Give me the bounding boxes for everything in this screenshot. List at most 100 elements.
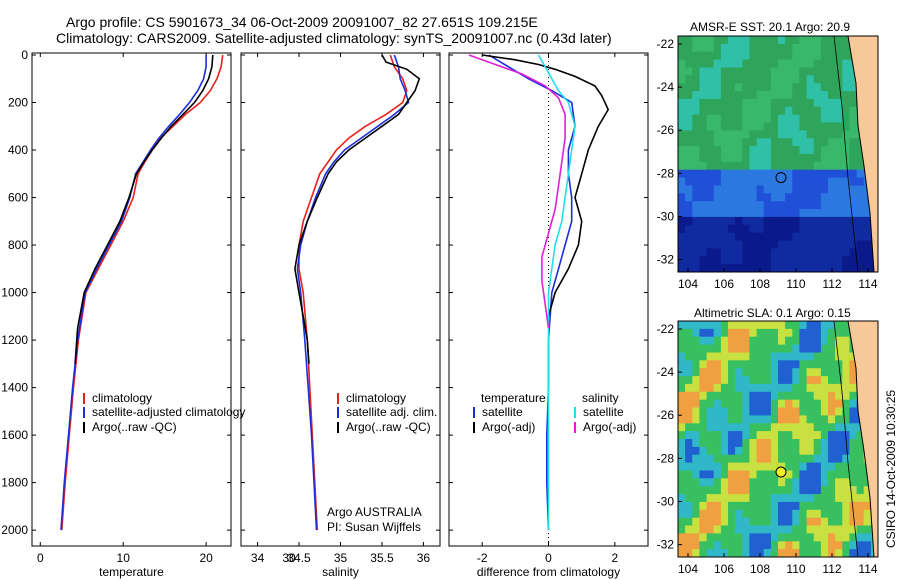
map-y-tick-label: -26 <box>657 408 675 422</box>
map-cell <box>742 185 750 194</box>
map-cell <box>756 533 765 542</box>
map-cell <box>756 169 765 179</box>
map-cell <box>735 399 743 409</box>
map-cell <box>835 494 843 503</box>
map-cell <box>678 525 686 534</box>
map-cell <box>785 91 793 100</box>
map-cell <box>828 533 836 542</box>
map-cell <box>820 470 829 479</box>
map-cell <box>728 154 736 163</box>
map-cell <box>728 391 736 401</box>
map-cell <box>799 59 807 68</box>
map-cell <box>849 407 857 416</box>
map-cell <box>685 368 693 377</box>
map-cell <box>785 138 793 147</box>
map-cell <box>799 360 807 369</box>
map-cell <box>842 83 850 92</box>
map-cell <box>713 154 722 163</box>
map-cell <box>685 446 693 456</box>
map-cell <box>820 91 829 100</box>
map-cell <box>778 517 786 527</box>
map-cell <box>749 83 757 92</box>
map-cell <box>692 415 700 424</box>
map-cell <box>735 446 743 456</box>
map-cell <box>728 122 736 131</box>
legend-label: Argo(-adj) <box>482 420 535 434</box>
legend-label: satellite <box>583 405 624 419</box>
map-cell <box>799 177 807 186</box>
map-cell <box>678 36 686 45</box>
y-tick-label: 1400 <box>1 381 28 395</box>
map-cell <box>699 43 707 53</box>
map-cell <box>849 470 857 479</box>
map-cell <box>770 446 779 456</box>
map-cell <box>792 138 800 147</box>
map-cell <box>763 36 772 45</box>
map-cell <box>813 501 822 511</box>
map-cell <box>778 454 786 464</box>
map-cell <box>799 525 807 534</box>
map-cell <box>735 549 743 558</box>
map-cell <box>785 114 793 124</box>
map-cell <box>720 407 729 416</box>
map-cell <box>842 321 850 330</box>
map-cell <box>806 321 815 330</box>
map-cell <box>785 328 793 338</box>
map-cell <box>849 232 857 242</box>
map-cell <box>699 391 707 401</box>
map-cell <box>720 525 729 534</box>
map-cell <box>842 501 850 511</box>
map-cell <box>828 446 836 456</box>
map-cell <box>835 59 843 68</box>
map-cell <box>785 43 793 53</box>
map-cell <box>813 328 822 338</box>
map-cell <box>806 36 815 45</box>
map-cell <box>706 352 715 361</box>
map-cell <box>842 98 850 108</box>
map-cell <box>728 439 736 448</box>
map-cell <box>692 75 700 84</box>
map-cell <box>763 533 772 542</box>
map-cell <box>720 470 729 479</box>
map-cell <box>778 439 786 448</box>
map-cell <box>792 209 800 218</box>
map-cell <box>749 248 757 257</box>
map-cell <box>749 478 757 487</box>
map-cell <box>849 248 857 257</box>
map-cell <box>742 352 750 361</box>
map-cell <box>820 248 829 257</box>
map-cell <box>685 59 693 68</box>
map-cell <box>742 321 750 330</box>
map-cell <box>813 232 822 242</box>
map-cell <box>778 446 786 456</box>
map-cell <box>728 383 736 393</box>
map-cell <box>806 154 815 163</box>
map-cell <box>706 256 715 265</box>
map-x-tick-label: 112 <box>822 562 841 576</box>
map-cell <box>763 240 772 249</box>
map-cell <box>720 462 729 471</box>
map-cell <box>792 193 800 202</box>
y-tick-label: 1000 <box>1 286 28 300</box>
map-cell <box>699 383 707 393</box>
map-cell <box>778 154 786 163</box>
map-cell <box>770 98 779 108</box>
map-cell <box>735 122 743 131</box>
map-cell <box>799 232 807 242</box>
map-cell <box>699 177 707 186</box>
map-cell <box>692 494 700 503</box>
map-cell <box>828 439 836 448</box>
map-cell <box>728 240 736 249</box>
map-cell <box>828 185 836 194</box>
map-cell <box>692 209 700 218</box>
map-cell <box>849 256 857 265</box>
map-cell <box>692 368 700 377</box>
map-cell <box>806 486 815 495</box>
map-cell <box>835 232 843 242</box>
map-cell <box>792 462 800 471</box>
map-cell <box>692 67 700 76</box>
map-cell <box>706 439 715 448</box>
map-cell <box>828 224 836 234</box>
map-cell <box>770 114 779 124</box>
